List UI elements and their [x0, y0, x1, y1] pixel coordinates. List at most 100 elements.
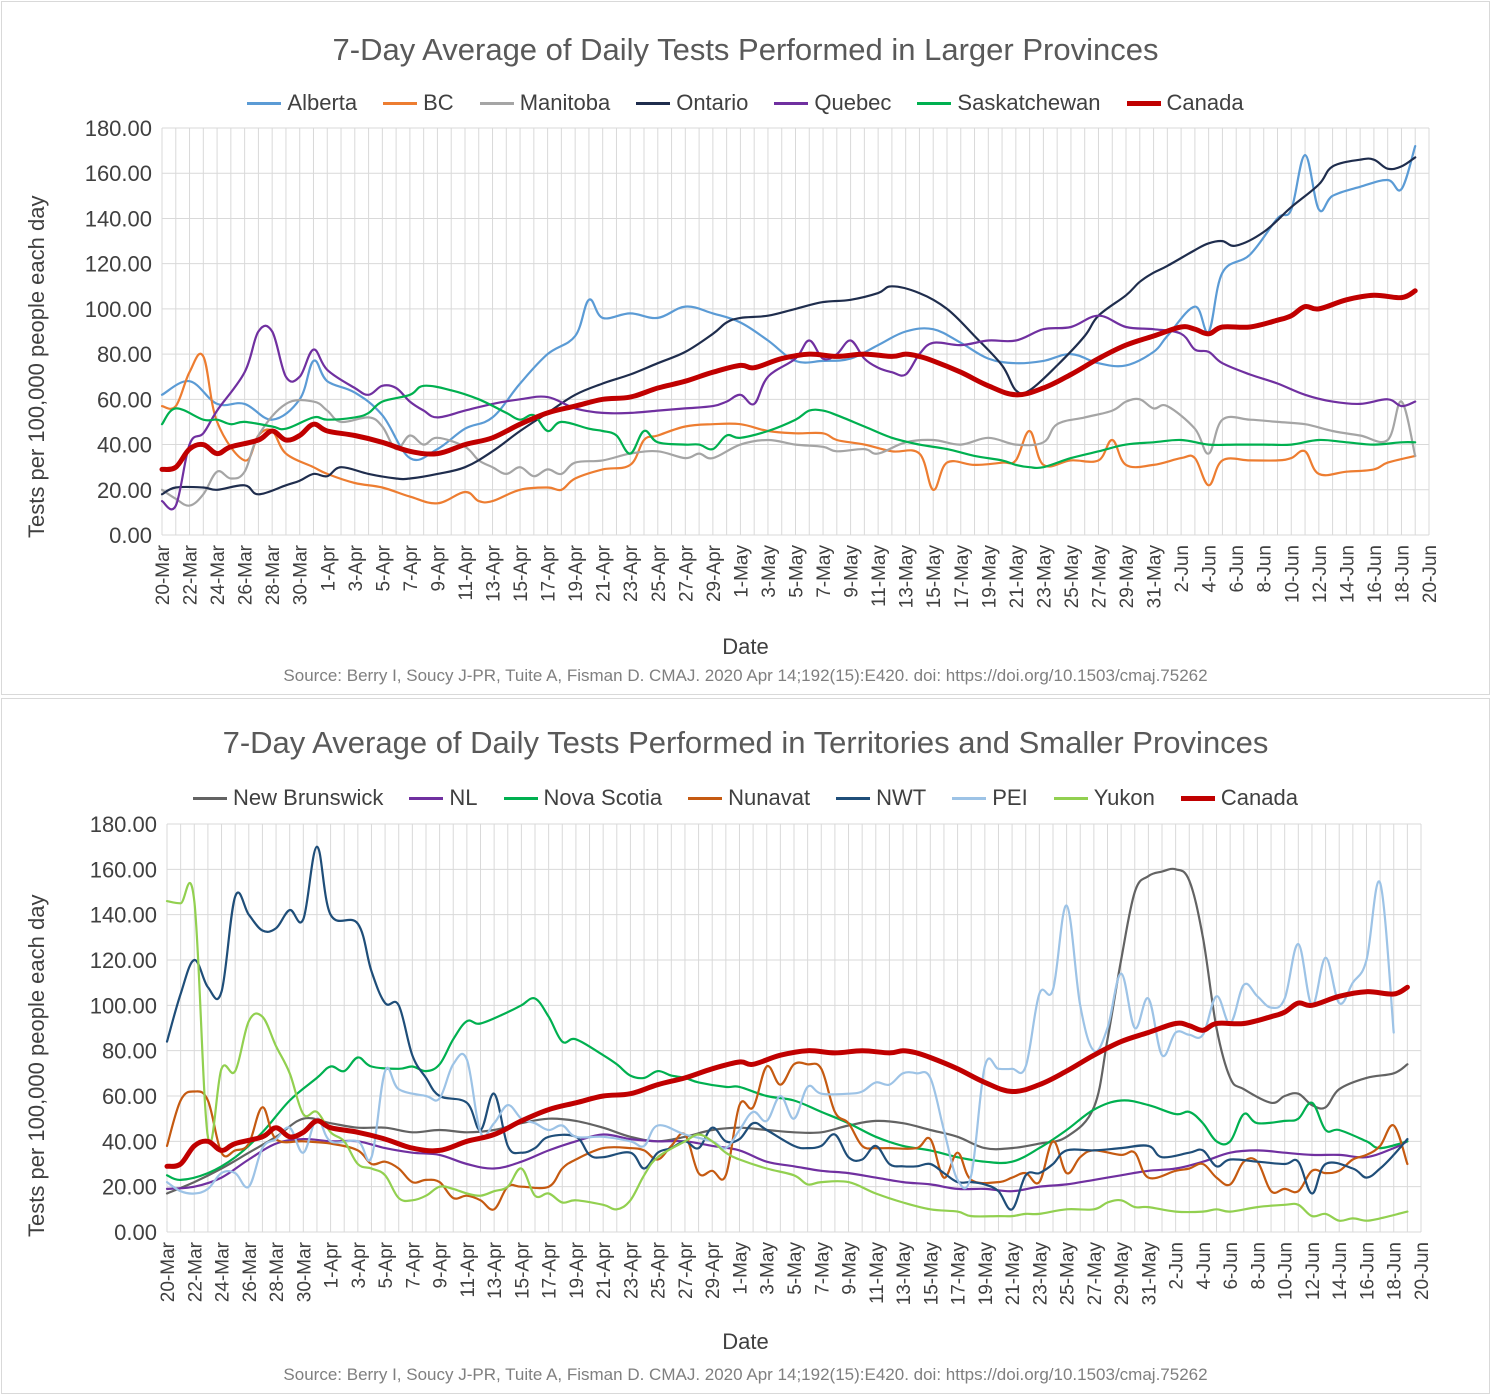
y-tick-label: 140.00	[90, 903, 157, 928]
legend: New Brunswick NL Nova Scotia Nunavat NWT PEI Y…	[2, 785, 1489, 811]
y-tick-label: 180.00	[85, 116, 152, 141]
x-tick-label: 2-Jun	[1172, 545, 1193, 593]
series-line-alberta	[160, 145, 1417, 462]
x-tick-label: 1-Apr	[318, 544, 339, 591]
x-tick-label: 22-Mar	[185, 1241, 206, 1302]
y-tick-label: 160.00	[85, 161, 152, 186]
y-tick-label: 60.00	[97, 387, 152, 412]
x-tick-label: 21-Apr	[594, 1241, 615, 1299]
x-tick-label: 23-Apr	[621, 1241, 642, 1299]
legend-item-nl: NL	[409, 785, 478, 811]
x-tick-label: 26-Mar	[240, 1241, 261, 1302]
legend-swatch	[917, 101, 952, 105]
legend-label: BC	[423, 90, 454, 115]
series-line-ontario	[160, 156, 1417, 496]
chart-territories-smaller-provinces: 7-Day Average of Daily Tests Performed i…	[1, 698, 1490, 1394]
legend-swatch	[774, 101, 809, 105]
x-tick-label: 9-May	[842, 545, 863, 598]
x-tick-label: 19-Apr	[567, 1241, 588, 1299]
x-tick-label: 11-May	[869, 545, 890, 607]
legend-item-nunavat: Nunavat	[688, 785, 810, 811]
x-tick-label: 25-May	[1058, 1242, 1079, 1306]
x-tick-label: 5-May	[785, 1242, 806, 1295]
x-tick-label: 31-May	[1139, 1242, 1160, 1306]
chart-larger-provinces: 7-Day Average of Daily Tests Performed i…	[1, 1, 1490, 695]
series-line-nunavat	[165, 1061, 1409, 1211]
legend-item-nova-scotia: Nova Scotia	[503, 785, 662, 811]
legend-label: Nunavat	[728, 785, 811, 810]
x-tick-label: 16-Jun	[1365, 545, 1386, 603]
x-tick-label: 29-May	[1112, 1242, 1133, 1306]
x-tick-label: 1-May	[731, 545, 752, 598]
x-tick-label: 28-Mar	[267, 1241, 288, 1302]
x-tick-label: 9-Apr	[431, 1241, 452, 1288]
x-tick-label: 15-May	[924, 545, 945, 609]
x-tick-label: 27-Apr	[676, 1241, 697, 1299]
series-line-bc	[160, 352, 1417, 505]
y-tick-label: 0.00	[114, 1220, 157, 1245]
legend-item-manitoba: Manitoba	[479, 90, 610, 116]
x-tick-label: 14-Jun	[1330, 1242, 1351, 1300]
legend-swatch	[383, 101, 418, 105]
x-tick-label: 1-Apr	[322, 1241, 343, 1288]
x-tick-label: 7-Apr	[403, 1241, 424, 1288]
x-tick-label: 17-May	[952, 545, 973, 609]
x-tick-label: 5-Apr	[373, 544, 394, 591]
y-tick-label: 0.00	[109, 523, 152, 548]
legend-item-bc: BC	[383, 90, 454, 116]
y-tick-label: 120.00	[90, 948, 157, 973]
legend-label: PEI	[992, 785, 1028, 810]
legend-item-saskatchewan: Saskatchewan	[917, 90, 1101, 116]
legend-item-quebec: Quebec	[774, 90, 891, 116]
x-tick-label: 29-Apr	[704, 544, 725, 602]
y-tick-label: 60.00	[102, 1084, 157, 1109]
legend-item-pei: PEI	[952, 785, 1028, 811]
legend-item-new-brunswick: New Brunswick	[193, 785, 383, 811]
legend-label: Canada	[1166, 90, 1244, 115]
x-tick-label: 23-May	[1030, 1242, 1051, 1306]
x-tick-label: 19-May	[976, 1242, 997, 1306]
x-tick-label: 18-Jun	[1392, 545, 1413, 603]
x-tick-label: 12-Jun	[1310, 545, 1331, 603]
legend-label: Ontario	[676, 90, 749, 115]
x-tick-label: 16-Jun	[1357, 1242, 1378, 1300]
legend-swatch	[636, 101, 671, 105]
chart-title: 7-Day Average of Daily Tests Performed i…	[332, 32, 1159, 67]
x-tick-label: 17-Apr	[539, 544, 560, 602]
x-tick-label: 2-Jun	[1167, 1242, 1188, 1290]
series-line-yukon	[165, 881, 1409, 1222]
x-tick-label: 23-May	[1034, 545, 1055, 609]
x-tick-label: 21-May	[1007, 545, 1028, 609]
y-tick-label: 80.00	[102, 1039, 157, 1064]
legend-label: NL	[449, 785, 478, 810]
x-tick-label: 3-May	[758, 1242, 779, 1295]
x-tick-label: 27-May	[1085, 1242, 1106, 1306]
x-axis-label: Date	[722, 1329, 769, 1354]
x-tick-label: 30-Mar	[291, 544, 312, 605]
x-tick-label: 29-Apr	[703, 1241, 724, 1299]
x-axis-label: Date	[722, 634, 769, 659]
legend-swatch	[247, 101, 282, 105]
x-tick-label: 3-Apr	[346, 544, 367, 591]
x-tick-label: 22-Mar	[181, 544, 202, 605]
x-tick-label: 7-May	[812, 1242, 833, 1295]
x-tick-label: 25-Apr	[649, 1241, 670, 1299]
series-line-saskatchewan	[160, 384, 1417, 470]
x-tick-label: 5-Apr	[376, 1241, 397, 1288]
y-tick-label: 40.00	[102, 1129, 157, 1154]
y-tick-label: 100.00	[90, 993, 157, 1018]
legend-label: New Brunswick	[233, 785, 384, 810]
x-tick-label: 20-Jun	[1412, 1242, 1433, 1300]
x-tick-label: 4-Jun	[1194, 1242, 1215, 1290]
x-tick-label: 13-Apr	[485, 1241, 506, 1299]
legend-swatch	[1180, 795, 1215, 801]
legend-item-alberta: Alberta	[247, 90, 357, 116]
x-tick-label: 8-Jun	[1248, 1242, 1269, 1290]
legend-swatch	[1053, 796, 1088, 800]
x-tick-label: 14-Jun	[1337, 545, 1358, 603]
x-tick-label: 4-Jun	[1200, 545, 1221, 593]
series-line-pei	[165, 880, 1395, 1195]
x-tick-label: 20-Jun	[1420, 545, 1441, 603]
x-tick-label: 28-Mar	[263, 544, 284, 605]
x-tick-label: 9-Apr	[428, 544, 449, 591]
